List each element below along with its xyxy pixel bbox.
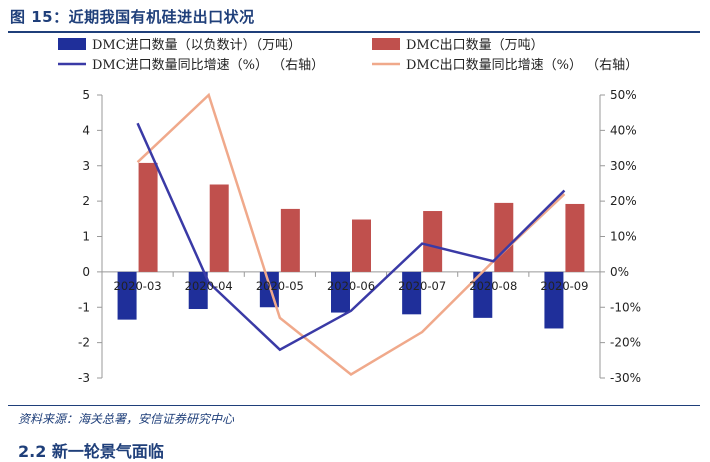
category-label: 2020-07 — [398, 279, 446, 293]
export-bar — [138, 162, 158, 272]
legend-export-quantity-label: DMC出口数量（万吨） — [406, 38, 544, 53]
left-tick-label: 5 — [82, 88, 90, 102]
next-section-heading: 2.2 新一轮景气面临 — [18, 442, 164, 461]
left-tick-label: 0 — [82, 265, 90, 279]
legend-import-quantity-label: DMC进口数量（以负数计）（万吨） — [92, 38, 301, 53]
lines — [136, 92, 566, 376]
legend-import-growth-label: DMC进口数量同比增速（%） （右轴） — [92, 58, 324, 73]
chart: DMC进口数量（以负数计）（万吨） DMC出口数量（万吨） DMC进口数量同比增速（… — [58, 38, 641, 385]
axes: 5 4 3 2 1 0 -1 -2 -3 50% 40% 30% 20% 10% 0% -10% -20% -30… — [78, 88, 641, 385]
left-tick-label: 3 — [82, 159, 90, 173]
export-bar — [209, 184, 229, 272]
export-bar — [423, 211, 443, 272]
left-tick-label: -3 — [78, 371, 90, 385]
import-bar — [117, 271, 137, 320]
right-tick-label: 10% — [610, 230, 637, 244]
right-tick-label: -20% — [610, 336, 641, 350]
left-tick-label: 4 — [82, 123, 90, 137]
category-label: 2020-05 — [256, 279, 304, 293]
legend: DMC进口数量（以负数计）（万吨） DMC出口数量（万吨） DMC进口数量同比增速（… — [58, 38, 638, 73]
right-tick-label: -10% — [610, 300, 641, 314]
right-tick-label: 0% — [610, 265, 629, 279]
bars — [117, 162, 585, 329]
right-tick-label: 50% — [610, 88, 637, 102]
legend-import-quantity-swatch — [58, 38, 86, 50]
category-labels: 2020-03 2020-04 2020-05 2020-06 2020-07 2020-… — [114, 279, 589, 293]
import-bar — [473, 271, 493, 318]
left-tick-label: -2 — [78, 336, 90, 350]
category-label: 2020-06 — [327, 279, 375, 293]
category-label: 2020-08 — [469, 279, 517, 293]
import-bar — [331, 271, 350, 313]
right-tick-label: -30% — [610, 371, 641, 385]
figure-title: 图 15：近期我国有机硅进出口状况 — [10, 8, 255, 26]
source-note: 资料来源：海关总署，安信证券研究中心 — [18, 412, 235, 426]
import-growth-line — [136, 122, 566, 352]
category-label: 2020-03 — [114, 279, 162, 293]
left-tick-label: 1 — [82, 230, 90, 244]
export-bar — [494, 202, 514, 272]
import-bar — [188, 271, 208, 310]
source-rule — [8, 405, 700, 406]
left-tick-label: -1 — [78, 300, 90, 314]
right-tick-label: 30% — [610, 159, 637, 173]
import-bar — [544, 271, 564, 329]
left-tick-label: 2 — [82, 194, 90, 208]
export-bar — [352, 219, 371, 272]
export-bar — [565, 203, 585, 272]
title-rule — [8, 31, 700, 33]
import-bar — [402, 271, 422, 315]
right-tick-label: 40% — [610, 123, 637, 137]
legend-export-growth-label: DMC出口数量同比增速（%） （右轴） — [406, 58, 638, 73]
legend-export-quantity-swatch — [372, 38, 400, 50]
right-tick-label: 20% — [610, 194, 637, 208]
export-bar — [280, 208, 300, 272]
category-label: 2020-04 — [185, 279, 233, 293]
category-label: 2020-09 — [540, 279, 588, 293]
